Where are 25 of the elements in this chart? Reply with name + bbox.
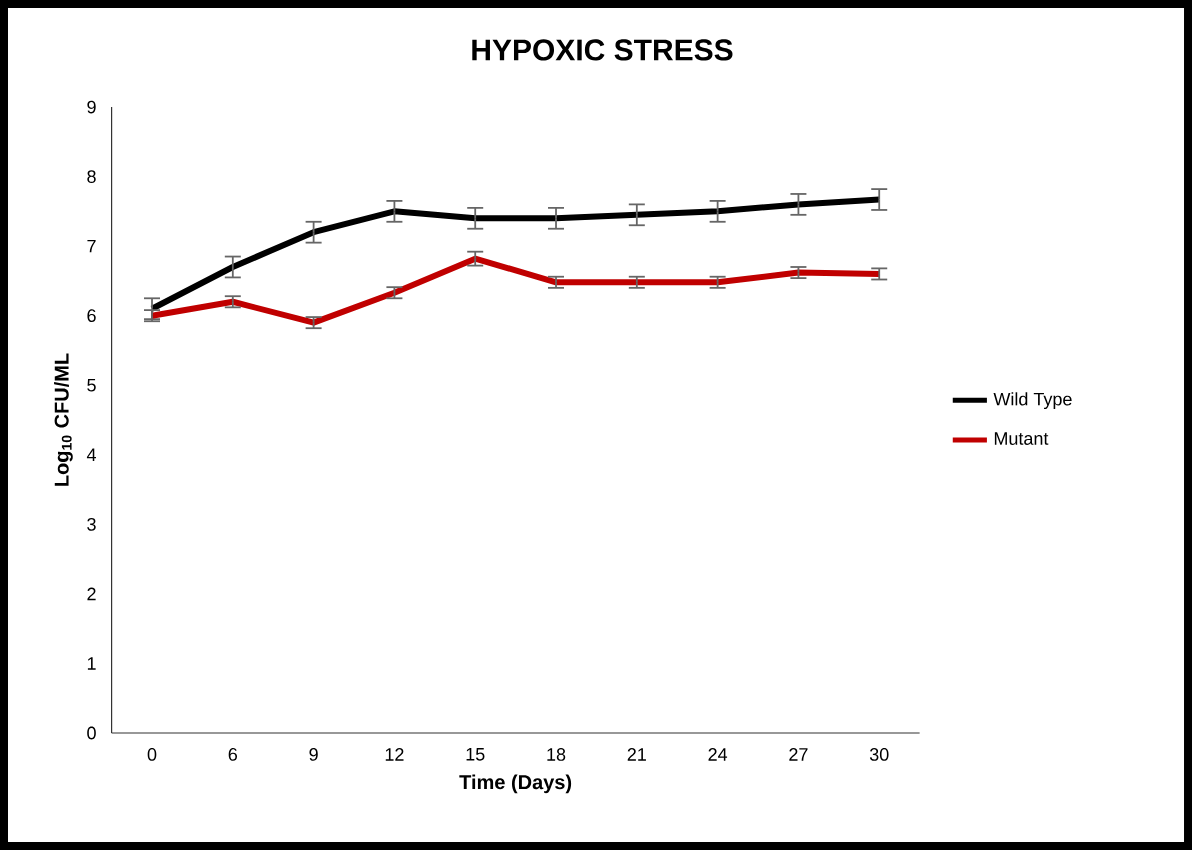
x-tick-label: 30 [869, 748, 889, 761]
y-tick-label: 8 [87, 170, 96, 183]
x-tick-label: 21 [627, 748, 646, 761]
legend-label: Wild Type [993, 392, 1072, 410]
x-tick-label: 0 [147, 748, 157, 761]
y-tick-label: 6 [87, 309, 96, 323]
y-tick-label: 5 [87, 378, 96, 392]
x-tick-label: 6 [228, 748, 238, 761]
x-tick-label: 27 [789, 748, 808, 761]
x-tick-label: 24 [708, 748, 728, 761]
legend-label: Mutant [994, 432, 1049, 445]
x-axis-title: Time (Days) [459, 774, 572, 794]
y-tick-label: 4 [86, 448, 96, 461]
y-tick-label: 3 [87, 517, 96, 531]
x-tick-label: 18 [547, 748, 566, 761]
y-tick-label: 7 [87, 239, 96, 253]
y-tick-label: 1 [87, 657, 96, 670]
y-tick-label: 2 [87, 587, 96, 601]
chart-title: HYPOXIC STRESS [472, 39, 733, 61]
x-tick-label: 9 [309, 748, 318, 761]
y-axis-title: Log$_{10}$ CFU/ML [54, 353, 73, 486]
y-tick-label: 0 [87, 726, 96, 740]
y-tick-label: 9 [87, 100, 96, 114]
x-tick-label: 15 [466, 748, 485, 761]
x-tick-label: 12 [385, 748, 404, 761]
